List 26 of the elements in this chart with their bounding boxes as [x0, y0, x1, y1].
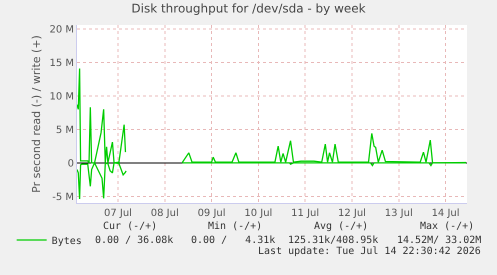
text: Min (-/+) — [208, 221, 262, 232]
y-tick-label: 0 — [68, 158, 74, 170]
text: 14.52M/ 33.02M — [397, 235, 482, 246]
chart-title: Disk throughput for /dev/sda - by week — [131, 1, 366, 16]
y-axis-title: Pr second read (-) / write (+) — [30, 35, 44, 193]
x-tick-label: 09 Jul — [198, 208, 226, 219]
text: Avg (-/+) — [314, 221, 368, 232]
text: 0.00 / 4.31k — [191, 235, 276, 246]
x-tick-label: 07 Jul — [104, 208, 132, 219]
legend-label: Bytes — [52, 236, 82, 247]
y-tick-label: 10 M — [49, 91, 74, 102]
y-tick-label: 20 M — [49, 24, 74, 36]
x-tick-label: 10 Jul — [244, 208, 272, 219]
text: Max (-/+) — [420, 221, 474, 232]
text: 125.31k/408.95k — [288, 235, 378, 246]
x-tick-label: 08 Jul — [150, 208, 179, 219]
text: Cur (-/+) — [103, 221, 158, 232]
text: 0.00 / 36.08k — [95, 235, 174, 246]
x-tick-label: 14 Jul — [432, 208, 460, 219]
x-tick-label: 13 Jul — [384, 208, 413, 219]
y-tick-label: 5 M — [56, 124, 74, 136]
x-tick-label: 11 Jul — [291, 208, 320, 219]
y-tick-label: 15 M — [49, 58, 74, 69]
text: Last update: Tue Jul 14 22:30:42 2026 — [258, 246, 481, 257]
y-tick-label: -5 M — [52, 192, 74, 203]
x-tick-label: 12 Jul — [338, 208, 366, 219]
